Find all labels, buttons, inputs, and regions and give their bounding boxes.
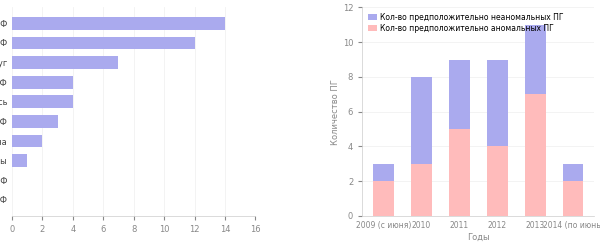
- Bar: [563, 181, 583, 216]
- Y-axis label: Количество ПГ: Количество ПГ: [331, 79, 340, 145]
- Bar: [12, 76, 73, 89]
- Bar: [487, 60, 508, 146]
- Bar: [12, 17, 225, 30]
- Bar: [373, 164, 394, 181]
- Bar: [12, 56, 118, 69]
- X-axis label: Годы: Годы: [467, 232, 490, 241]
- Bar: [524, 94, 545, 216]
- Legend: Кол-во предположительно неаномальных ПГ, Кол-во предположительно аномальных ПГ: Кол-во предположительно неаномальных ПГ,…: [366, 11, 565, 34]
- Bar: [12, 135, 43, 147]
- Bar: [449, 129, 470, 216]
- Bar: [12, 115, 58, 128]
- Bar: [411, 164, 431, 216]
- Bar: [487, 146, 508, 216]
- Bar: [12, 95, 73, 108]
- Bar: [449, 60, 470, 129]
- Bar: [524, 25, 545, 94]
- Bar: [373, 181, 394, 216]
- Bar: [563, 164, 583, 181]
- Bar: [12, 36, 194, 49]
- Bar: [12, 154, 27, 167]
- Bar: [411, 77, 431, 164]
